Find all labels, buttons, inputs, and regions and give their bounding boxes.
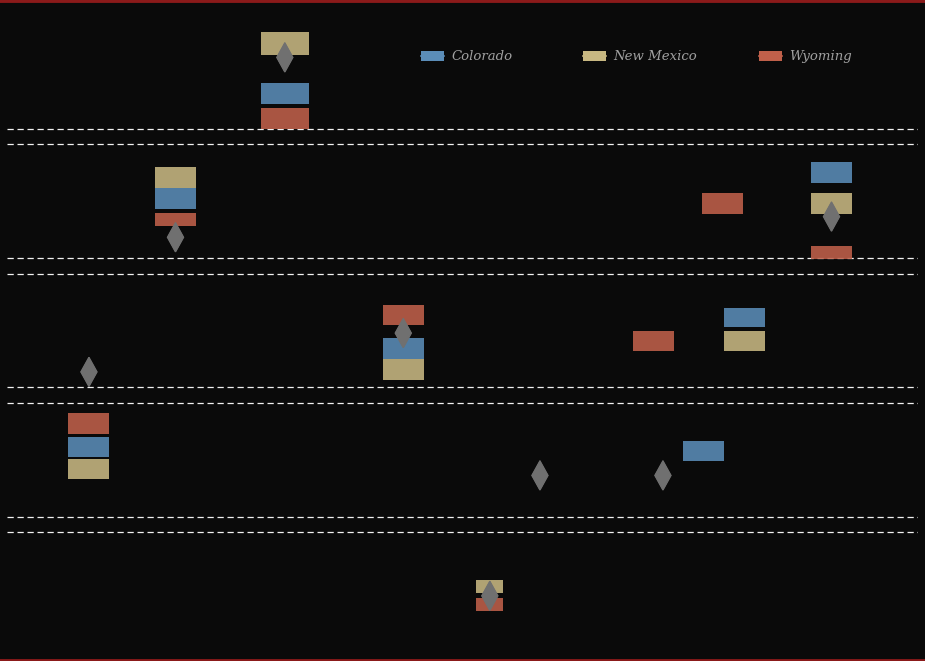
Polygon shape <box>277 43 293 72</box>
Polygon shape <box>395 319 412 348</box>
Bar <box>155 188 196 209</box>
Bar <box>383 338 424 359</box>
Text: Colorado: Colorado <box>451 50 512 63</box>
Bar <box>811 162 852 183</box>
Polygon shape <box>80 358 97 387</box>
Polygon shape <box>167 223 183 252</box>
Text: New Mexico: New Mexico <box>613 50 697 63</box>
Polygon shape <box>823 202 840 231</box>
Bar <box>383 305 424 325</box>
Bar <box>702 193 743 214</box>
Polygon shape <box>532 461 548 490</box>
Bar <box>811 193 852 214</box>
Bar <box>68 413 109 434</box>
Bar <box>383 359 424 379</box>
Bar <box>811 247 852 259</box>
Bar <box>68 437 109 457</box>
Bar <box>724 309 766 327</box>
Bar <box>476 598 503 611</box>
Bar <box>261 83 309 104</box>
Bar <box>684 440 724 461</box>
Bar <box>155 167 196 188</box>
Polygon shape <box>655 461 671 490</box>
Text: Wyoming: Wyoming <box>789 50 852 63</box>
Bar <box>634 330 674 351</box>
Polygon shape <box>482 581 498 610</box>
Bar <box>476 580 503 593</box>
Bar <box>155 213 196 225</box>
Bar <box>68 459 109 479</box>
Bar <box>261 32 309 55</box>
Bar <box>724 330 766 351</box>
Bar <box>261 108 309 129</box>
